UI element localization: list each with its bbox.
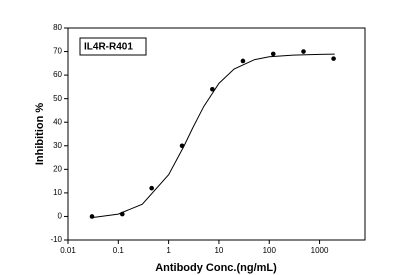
y-tick-label: 40 — [53, 117, 62, 126]
y-tick-label: -10 — [50, 235, 62, 244]
y-tick-label: 30 — [53, 141, 62, 150]
data-point — [240, 58, 246, 64]
y-tick-label: 80 — [53, 23, 62, 32]
y-tick-label: 60 — [53, 70, 62, 79]
x-axis-label: Antibody Conc.(ng/mL) — [155, 262, 277, 274]
data-point — [210, 86, 215, 92]
x-tick-label: 1 — [166, 246, 171, 255]
plot-frame — [67, 27, 366, 241]
data-point — [270, 51, 276, 57]
y-tick-label: 20 — [53, 164, 62, 173]
fit-curve — [91, 53, 335, 219]
legend-box — [79, 37, 147, 56]
x-tick-label: 1000 — [311, 246, 329, 255]
y-tick-label: 0 — [58, 212, 63, 221]
data-point — [149, 185, 154, 191]
y-tick-label: 50 — [53, 94, 62, 103]
data-point — [89, 214, 95, 219]
data-point — [301, 49, 306, 54]
legend-label: IL4R-R401 — [84, 42, 133, 53]
data-point — [331, 56, 336, 61]
x-tick-label: 10 — [214, 246, 223, 255]
x-tick-label: 100 — [263, 246, 277, 255]
y-tick-label: 70 — [53, 47, 62, 56]
y-tick-label: 10 — [53, 188, 62, 197]
x-tick-label: 0.1 — [113, 246, 125, 255]
y-axis-label: Inhibition % — [34, 103, 46, 166]
x-tick-label: 0.01 — [60, 246, 76, 255]
